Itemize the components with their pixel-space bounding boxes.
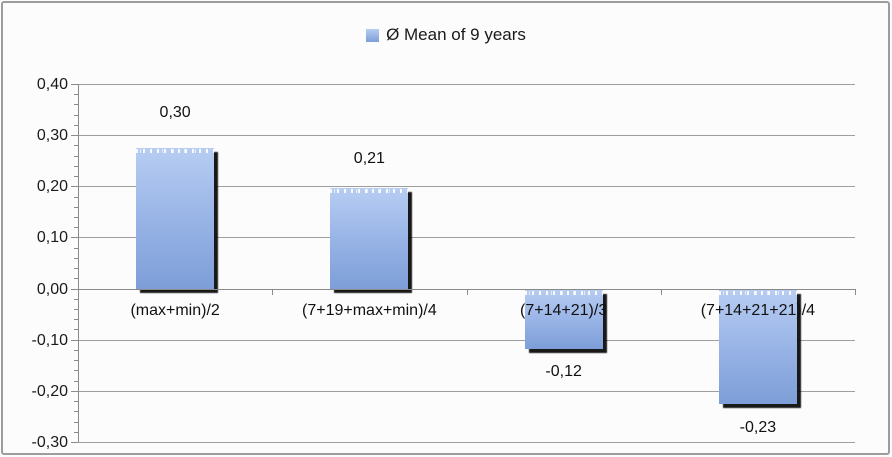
- y-axis-minor-tick: [74, 319, 78, 321]
- y-axis-major-tick: [71, 186, 78, 188]
- y-axis-line: [78, 84, 79, 442]
- category-label: (max+min)/2: [130, 301, 220, 319]
- y-axis-tick-label: 0,30: [36, 127, 68, 145]
- y-axis-tick-label: 0,20: [36, 178, 68, 196]
- y-axis-major-tick: [71, 442, 78, 443]
- y-axis-tick-label: -0,10: [31, 331, 68, 349]
- gridline: [78, 135, 855, 137]
- y-axis-tick-label: 0,10: [36, 229, 68, 247]
- category-label: (7+14+21+21)/4: [700, 301, 816, 319]
- y-axis-major-tick: [71, 339, 78, 341]
- y-axis-major-tick: [71, 135, 78, 137]
- data-label: -0,23: [739, 419, 777, 437]
- gridline: [78, 186, 855, 188]
- gridline: [78, 390, 855, 392]
- y-axis-minor-tick: [74, 145, 78, 147]
- y-axis-tick-label: -0,30: [31, 434, 68, 451]
- y-axis-minor-tick: [74, 298, 78, 300]
- y-axis-major-tick: [71, 84, 78, 85]
- y-axis-minor-tick: [74, 114, 78, 116]
- y-axis-minor-tick: [74, 227, 78, 229]
- y-axis-minor-tick: [74, 329, 78, 331]
- gridline: [78, 442, 855, 443]
- y-axis-minor-tick: [74, 401, 78, 403]
- data-label: -0,12: [545, 362, 582, 380]
- legend-series-label: Ø Mean of 9 years: [386, 25, 526, 44]
- gridline: [78, 237, 855, 239]
- x-axis-tick: [855, 288, 856, 295]
- y-axis-minor-tick: [74, 309, 78, 311]
- y-axis-minor-tick: [74, 421, 78, 423]
- y-axis-minor-tick: [74, 124, 78, 126]
- y-axis-major-tick: [71, 288, 78, 290]
- data-label: 0,30: [159, 104, 191, 122]
- y-axis-minor-tick: [74, 380, 78, 382]
- legend[interactable]: Ø Mean of 9 years: [0, 24, 892, 46]
- category-label: (7+19+max+min)/4: [302, 301, 437, 319]
- y-axis-minor-tick: [74, 268, 78, 270]
- legend-series-marker-icon: [366, 28, 380, 42]
- y-axis-minor-tick: [74, 206, 78, 208]
- y-axis-minor-tick: [74, 411, 78, 413]
- y-axis-minor-tick: [74, 216, 78, 218]
- y-axis-minor-tick: [74, 94, 78, 96]
- category-label: (7+14+21)/3: [520, 301, 608, 319]
- y-axis-minor-tick: [74, 349, 78, 351]
- bar-7-14-21-21-4[interactable]: [718, 289, 797, 404]
- x-axis-tick: [78, 288, 79, 295]
- y-axis-minor-tick: [74, 247, 78, 249]
- gridline: [78, 339, 855, 341]
- y-axis-minor-tick: [74, 278, 78, 280]
- x-axis-tick: [272, 288, 274, 295]
- bar-max-min-2[interactable]: [136, 148, 215, 289]
- y-axis-major-tick: [71, 390, 78, 392]
- data-label: 0,21: [353, 150, 385, 168]
- x-axis-tick: [466, 288, 468, 295]
- x-axis-tick: [660, 288, 662, 295]
- y-axis-minor-tick: [74, 360, 78, 362]
- y-axis-minor-tick: [74, 176, 78, 178]
- y-axis-minor-tick: [74, 165, 78, 167]
- y-axis-minor-tick: [74, 257, 78, 259]
- y-axis-minor-tick: [74, 196, 78, 198]
- y-axis-tick-label: -0,20: [31, 382, 68, 400]
- y-axis-minor-tick: [74, 104, 78, 106]
- bar-7-19-max-min-4[interactable]: [330, 188, 409, 289]
- y-axis-minor-tick: [74, 155, 78, 157]
- y-axis-tick-label: 0,00: [36, 280, 68, 298]
- y-axis-major-tick: [71, 237, 78, 239]
- y-axis-tick-label: 0,40: [36, 76, 68, 93]
- y-axis-minor-tick: [74, 370, 78, 372]
- y-axis-minor-tick: [74, 431, 78, 433]
- bar-7-14-21-3[interactable]: [524, 289, 603, 350]
- gridline: [78, 84, 855, 85]
